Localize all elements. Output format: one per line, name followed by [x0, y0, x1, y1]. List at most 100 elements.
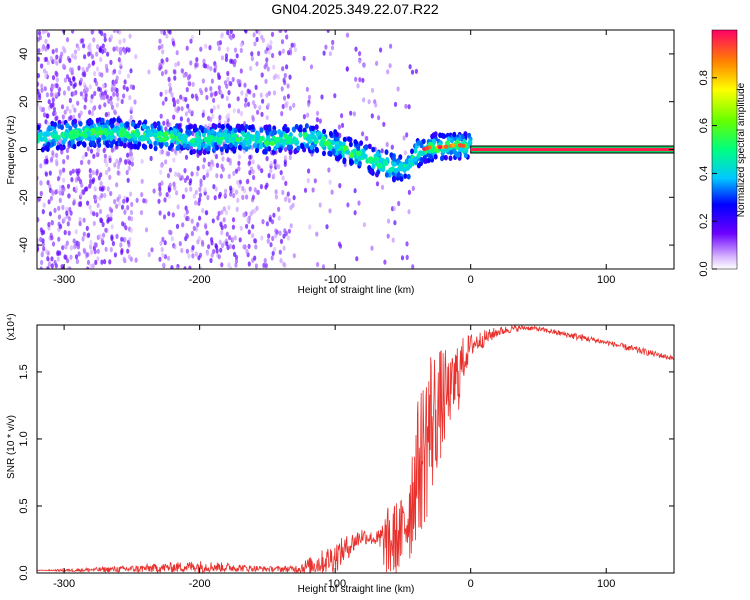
spectrogram-point [134, 257, 138, 263]
spectrogram-point [162, 262, 166, 268]
spectrogram-point [172, 69, 176, 75]
spectrogram-point [353, 139, 358, 145]
spectrogram-point [98, 30, 102, 34]
spectrogram-point [78, 121, 83, 127]
spectrogram-point [284, 101, 288, 107]
spectrogram-point [289, 144, 294, 151]
spectrogram-point [102, 94, 106, 101]
spectrogram-point [211, 122, 216, 129]
spectrogram-point [119, 46, 123, 53]
spectrogram-point [85, 252, 89, 258]
spectrogram-point [280, 86, 284, 92]
spectrogram-point [186, 75, 191, 81]
spectrogram-point [287, 228, 291, 234]
spectrogram-point [115, 102, 119, 108]
spectrogram-point [39, 163, 43, 169]
spectrogram-point [251, 194, 255, 200]
spectrogram-core-point [440, 148, 446, 154]
spectrogram-point [266, 66, 270, 72]
spectrogram-point [463, 131, 468, 137]
spectrogram-point [49, 195, 54, 201]
spectrogram-point [105, 94, 109, 100]
spectrogram-point [89, 239, 93, 245]
spectrogram-point [269, 161, 273, 167]
spectrogram-point [440, 155, 444, 162]
spectrogram-point [227, 90, 231, 96]
spectrogram-point [158, 38, 162, 44]
spectrogram-point [163, 240, 167, 246]
spectrogram-point [61, 114, 65, 120]
spectrogram-point [245, 92, 249, 98]
spectrogram-point [108, 259, 112, 265]
spectrogram-core-point [406, 163, 413, 169]
spectrogram-point [77, 45, 81, 52]
spectrogram-point [41, 46, 45, 52]
spectrogram-point [185, 233, 189, 239]
spectrogram-point [239, 47, 243, 54]
spectrogram-point [128, 151, 132, 157]
spectrogram-point [194, 93, 198, 99]
spectrogram-point [274, 194, 278, 200]
spectrogram-point [100, 72, 104, 78]
y-tick-label: 0 [18, 146, 30, 152]
spectrogram-point [284, 180, 288, 186]
spectrogram-point [39, 190, 43, 197]
spectrogram-point [120, 98, 124, 105]
spectrogram-point [58, 197, 62, 203]
spectrogram-point [237, 108, 241, 114]
spectrogram-point [340, 113, 344, 119]
spectrogram-point [167, 187, 171, 193]
spectrogram-core-point [412, 156, 418, 162]
spectrogram-point [227, 262, 231, 268]
spectrogram-point [62, 167, 66, 173]
spectrogram-point [209, 165, 213, 171]
spectrogram-point [380, 184, 385, 190]
spectrogram-point [170, 142, 174, 149]
spectrogram-point [184, 72, 189, 78]
spectrogram-core-point [189, 138, 195, 144]
spectrogram-point [405, 241, 409, 247]
spectrogram-point [318, 118, 322, 124]
spectrogram-core-point [383, 160, 389, 166]
spectrogram-point [127, 215, 131, 221]
spectrogram-point [122, 84, 126, 90]
spectrogram-point [102, 232, 106, 238]
spectrogram-point [257, 50, 261, 57]
spectrogram-point [224, 53, 229, 59]
spectrogram-point [248, 186, 252, 192]
spectrogram-point [215, 173, 219, 179]
spectrogram-point [174, 107, 178, 113]
spectrogram-point [262, 262, 266, 268]
spectrogram-point [393, 101, 398, 107]
spectrogram-point [87, 63, 91, 69]
spectrogram-point [160, 71, 165, 77]
spectrogram-point [249, 65, 253, 71]
spectrogram-point [198, 186, 202, 192]
spectrogram-point [58, 190, 62, 196]
spectrogram-point [440, 132, 445, 139]
spectrogram-point [117, 57, 121, 63]
x-tick-label: 100 [597, 274, 615, 286]
spectrogram-point [269, 40, 273, 46]
spectrogram-point [355, 256, 359, 262]
spectrogram-point [176, 61, 180, 67]
spectrogram-point [50, 235, 54, 241]
spectrogram-point [316, 261, 320, 268]
spectrogram-point [272, 90, 277, 96]
spectrogram-point [263, 64, 267, 70]
spectrogram-point [210, 159, 214, 165]
spectrogram-point [158, 210, 162, 216]
spectrogram-point [91, 170, 95, 176]
spectrogram-point [125, 86, 129, 92]
spectrogram-point [101, 43, 105, 49]
spectrogram-point [231, 187, 235, 193]
spectrogram-point [255, 61, 259, 67]
spectrogram-point [196, 239, 200, 245]
spectrogram-point [115, 87, 119, 93]
spectrogram-point [190, 93, 195, 99]
spectrogram-point [197, 144, 202, 151]
x-tick-label: -300 [53, 578, 75, 590]
spectrogram-point [270, 31, 275, 37]
spectrogram-point [103, 102, 107, 108]
